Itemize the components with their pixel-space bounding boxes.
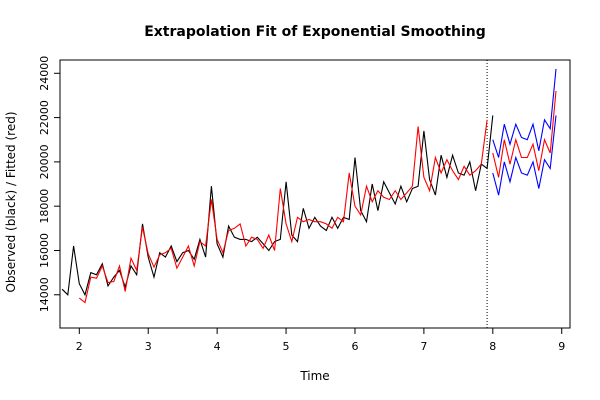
series-line-2 <box>492 90 557 178</box>
y-axis-label: Observed (black) / Fitted (red) <box>4 111 18 292</box>
y-tick-label: 20000 <box>38 144 51 179</box>
x-axis: 2 3 4 5 6 7 8 9 <box>76 328 565 353</box>
plot-area <box>59 59 571 329</box>
y-tick-label: 22000 <box>38 100 51 135</box>
chart-title: Extrapolation Fit of Exponential Smoothi… <box>144 24 486 40</box>
y-axis: 14000 16000 18000 20000 22000 24000 <box>38 56 60 312</box>
x-tick-label: 2 <box>76 340 83 353</box>
x-axis-label: Time <box>299 369 329 383</box>
x-tick-label: 5 <box>283 340 290 353</box>
x-tick-label: 3 <box>145 340 152 353</box>
series-line-3 <box>492 68 557 158</box>
x-tick-label: 4 <box>214 340 221 353</box>
plot-frame <box>59 59 571 329</box>
x-tick-label: 7 <box>420 340 427 353</box>
series-line-1 <box>78 119 488 304</box>
y-tick-label: 14000 <box>38 277 51 312</box>
y-tick-label: 18000 <box>38 189 51 224</box>
x-tick-label: 8 <box>489 340 496 353</box>
y-tick-label: 24000 <box>38 56 51 91</box>
x-tick-label: 6 <box>351 340 358 353</box>
y-tick-label: 16000 <box>38 233 51 268</box>
series-line-0 <box>61 115 494 297</box>
series-line-4 <box>492 115 557 196</box>
x-tick-label: 9 <box>558 340 565 353</box>
